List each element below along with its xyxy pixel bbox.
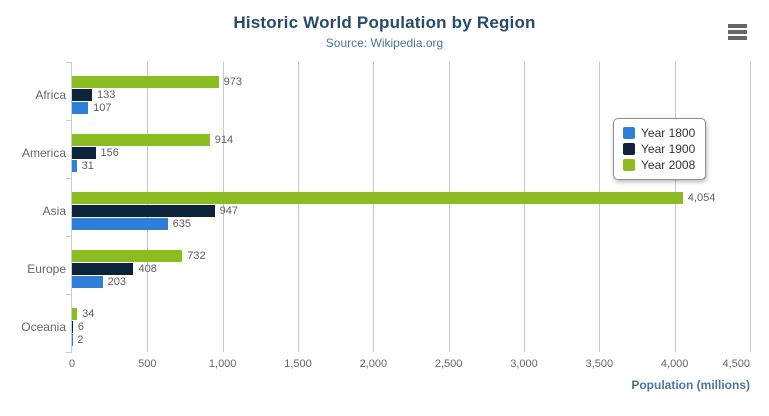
category-label: Asia xyxy=(42,204,66,218)
category-label: America xyxy=(21,146,66,160)
x-tick-label: 0 xyxy=(68,358,76,370)
x-tick-label: 2,500 xyxy=(434,358,463,370)
data-label: 203 xyxy=(107,276,126,288)
data-label: 6 xyxy=(77,321,85,333)
export-menu-button[interactable] xyxy=(722,19,754,45)
bar-africa-year-2008[interactable] xyxy=(72,76,219,88)
legend-swatch-icon xyxy=(623,127,635,139)
x-tick-label: 500 xyxy=(138,358,157,370)
gridline xyxy=(222,62,224,352)
x-tick-label: 3,500 xyxy=(585,358,614,370)
data-label: 133 xyxy=(97,89,116,101)
data-label: 34 xyxy=(82,308,95,320)
legend-item-year-1900[interactable]: Year 1900 xyxy=(623,141,695,157)
hamburger-icon xyxy=(728,24,748,40)
gridline xyxy=(298,62,299,352)
category-axis-tick xyxy=(66,294,71,295)
bar-asia-year-1900[interactable] xyxy=(72,205,215,217)
category-axis-tick xyxy=(66,62,71,63)
legend-swatch-icon xyxy=(623,159,635,171)
data-label: 408 xyxy=(138,263,157,275)
bar-america-year-2008[interactable] xyxy=(72,134,210,146)
legend: Year 1800 Year 1900 Year 2008 xyxy=(613,118,707,180)
data-label: 635 xyxy=(172,218,192,230)
data-label: 947 xyxy=(219,205,239,217)
chart-subtitle: Source: Wikipedia.org xyxy=(325,36,444,50)
data-label: 973 xyxy=(223,76,242,88)
gridline xyxy=(373,62,375,352)
data-label: 156 xyxy=(100,147,119,159)
x-tick-label: 4,500 xyxy=(722,358,750,370)
bar-asia-year-2008[interactable] xyxy=(72,192,683,204)
bar-africa-year-1800[interactable] xyxy=(72,102,89,114)
legend-item-year-2008[interactable]: Year 2008 xyxy=(623,157,695,173)
category-axis-tick xyxy=(66,352,71,353)
data-label: 732 xyxy=(187,250,206,262)
gridline xyxy=(448,62,450,352)
x-tick-label: 3,000 xyxy=(510,358,538,370)
category-label: Oceania xyxy=(21,320,66,334)
legend-item-label: Year 1900 xyxy=(641,142,696,156)
x-tick-label: 4,000 xyxy=(660,358,689,370)
bar-europe-year-1900[interactable] xyxy=(72,263,134,275)
gridline xyxy=(674,62,676,352)
x-tick-label: 1,000 xyxy=(208,358,237,370)
category-axis-tick xyxy=(66,178,71,179)
category-axis-line xyxy=(71,62,72,353)
data-label: 914 xyxy=(214,134,234,146)
legend-item-label: Year 2008 xyxy=(641,158,696,172)
bar-europe-year-1800[interactable] xyxy=(72,276,103,288)
category-label: Africa xyxy=(35,88,66,102)
legend-item-label: Year 1800 xyxy=(641,126,696,140)
category-label: Europe xyxy=(27,262,66,276)
bar-africa-year-1900[interactable] xyxy=(72,89,93,101)
category-axis-tick xyxy=(66,236,71,237)
x-tick-label: 1,500 xyxy=(284,358,312,370)
x-axis-title: Population (millions) xyxy=(631,378,750,392)
bar-europe-year-2008[interactable] xyxy=(72,250,183,262)
bar-oceania-year-2008[interactable] xyxy=(72,308,78,320)
bar-oceania-year-1900[interactable] xyxy=(72,321,73,333)
legend-item-year-1800[interactable]: Year 1800 xyxy=(623,125,695,141)
data-label: 4,054 xyxy=(687,192,716,204)
data-label: 2 xyxy=(77,334,84,346)
gridline xyxy=(599,62,601,352)
x-tick-label: 2,000 xyxy=(359,358,388,370)
bar-america-year-1900[interactable] xyxy=(72,147,96,159)
chart-title: Historic World Population by Region xyxy=(233,13,536,32)
gridline xyxy=(750,62,751,352)
bar-america-year-1800[interactable] xyxy=(72,160,77,172)
legend-swatch-icon xyxy=(623,143,635,155)
gridline xyxy=(524,62,525,352)
data-label: 107 xyxy=(93,102,112,114)
data-label: 31 xyxy=(81,160,94,172)
bar-asia-year-1800[interactable] xyxy=(72,218,168,230)
category-axis-tick xyxy=(66,120,71,121)
